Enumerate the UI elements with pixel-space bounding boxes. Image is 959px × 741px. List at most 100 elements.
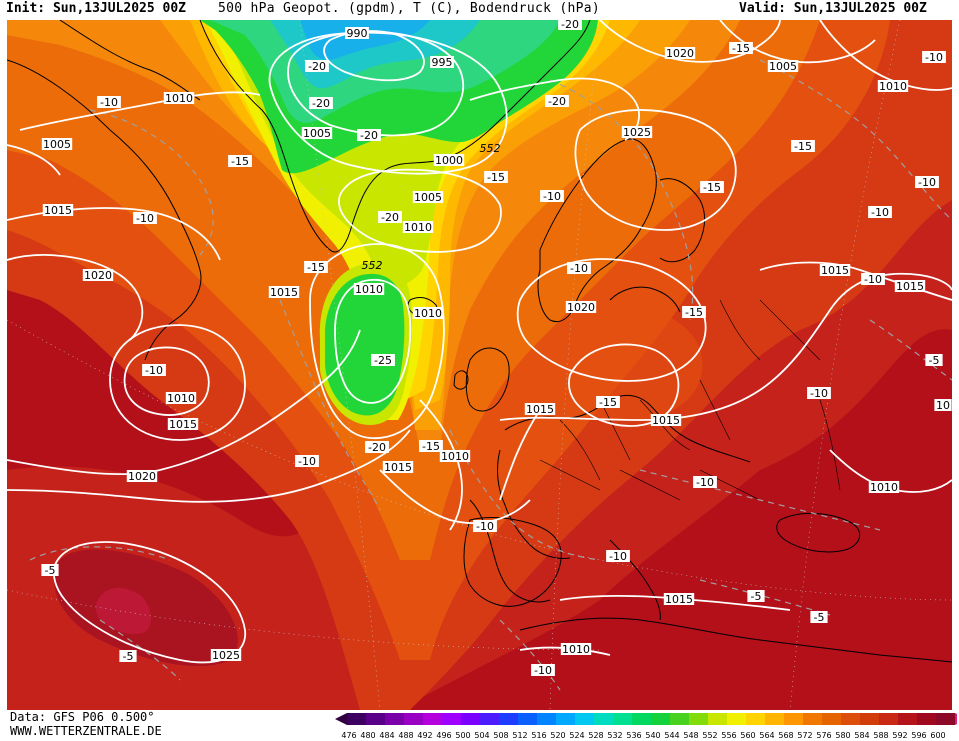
isobar-label: 1015: [896, 280, 924, 293]
isobar-label-box: [268, 286, 300, 298]
isobar-label: 1010: [562, 643, 590, 656]
isobar-label: 1020: [128, 470, 156, 483]
isotherm-label-box: [228, 155, 252, 167]
isotherm-label: 10: [936, 399, 950, 412]
geopot-labels: 552 552: [362, 142, 501, 272]
scale-label: 544: [664, 731, 679, 740]
isobar-label: 1015: [384, 461, 412, 474]
isotherm-label: -20: [548, 95, 566, 108]
isotherm-label-box: [357, 129, 381, 141]
isotherm-label: -10: [871, 206, 889, 219]
isotherm-label: -5: [45, 564, 56, 577]
isotherm-label-box: [596, 396, 620, 408]
isobar-label: 1020: [567, 301, 595, 314]
scale-cell: [499, 713, 518, 725]
scale-label: 572: [797, 731, 812, 740]
isobar-label: 990: [347, 27, 368, 40]
isobar-label-box: [165, 392, 197, 404]
scale-cell: [803, 713, 822, 725]
isobar-label-box: [210, 649, 242, 661]
isobar-label-box: [345, 27, 369, 39]
scale-cell: [784, 713, 803, 725]
scale-label: 492: [417, 731, 432, 740]
isotherm-label: -10: [570, 262, 588, 275]
isotherm-label-box: [473, 520, 497, 532]
isotherm-label: -20: [312, 97, 330, 110]
isotherm-label: -10: [918, 176, 936, 189]
scale-label: 536: [626, 731, 641, 740]
isobar-label: 1020: [666, 47, 694, 60]
scale-label: 592: [892, 731, 907, 740]
iberia-coast: [463, 517, 562, 607]
isobar-label-box: [163, 92, 195, 104]
scale-label: 504: [474, 731, 489, 740]
canada-coast: [7, 20, 202, 361]
isobar-label: 1015: [169, 418, 197, 431]
scale-label: 488: [398, 731, 413, 740]
isotherm-label-box: [915, 176, 939, 188]
isotherm-label-box: [807, 387, 831, 399]
scale-cell: [708, 713, 727, 725]
scale-cell: [651, 713, 670, 725]
scale-cell: [727, 713, 746, 725]
isobar-label: 1000: [435, 154, 463, 167]
weather-map[interactable]: -20 -20 -20 -20 -20 -15 -10 -10 -15 -15 -15 -15 -10 -…: [7, 20, 952, 710]
scale-label: 580: [835, 731, 850, 740]
scale-labels: 476 480 484 488 492 496 500 504 508 512 516 520 524 5…: [341, 731, 945, 740]
isotherm-label: -15: [703, 181, 721, 194]
isotherm-label: -5: [814, 611, 825, 624]
isotherm-label-box: [540, 190, 564, 202]
isobar-label: 1010: [167, 392, 195, 405]
isobar-label: 1010: [414, 307, 442, 320]
latlong-grid: [7, 20, 952, 710]
isotherm-label: -10: [543, 190, 561, 203]
isotherm-label-box: [365, 441, 389, 453]
isobar-label-box: [621, 126, 653, 138]
baltic-coast: [609, 286, 681, 313]
isotherm-label-box: [606, 550, 630, 562]
isotherm-label-box: [531, 664, 555, 676]
isobar-label-box: [353, 283, 385, 295]
scale-label: 516: [531, 731, 546, 740]
isotherm-label-box: [558, 20, 582, 30]
black-sea: [776, 512, 860, 553]
scale-label: 512: [512, 731, 527, 740]
scale-cell: [936, 713, 955, 725]
mediterranean-south: [519, 617, 952, 663]
isobar-label-box: [41, 138, 73, 150]
geopot-ridge-core: [95, 588, 152, 635]
isobar-label-box: [439, 450, 471, 462]
scale-cell: [879, 713, 898, 725]
scale-cell: [822, 713, 841, 725]
website-link[interactable]: WWW.WETTERZENTRALE.DE: [10, 724, 162, 738]
chart-title: 500 hPa Geopot. (gpdm), T (C), Bodendruc…: [218, 1, 600, 16]
isotherm-label-box: [545, 95, 569, 107]
isotherm-label-box: [729, 42, 753, 54]
isobar-1015-europe: [568, 343, 680, 427]
isotherm-label: -10: [925, 51, 943, 64]
data-source: Data: GFS P06 0.500°: [10, 710, 155, 724]
scale-arrow-right: [955, 713, 957, 725]
isotherm-label: -10: [810, 387, 828, 400]
isotherm-label: -10: [298, 455, 316, 468]
isotherm-label: -20: [561, 20, 579, 31]
scale-cell: [461, 713, 480, 725]
isobar-label: 1015: [652, 414, 680, 427]
geopot-label: 552: [362, 259, 383, 272]
isobar-label-box: [560, 643, 592, 655]
scale-cell: [765, 713, 784, 725]
isobar-label-box: [894, 280, 926, 292]
isobar-label: 1020: [84, 269, 112, 282]
scale-cell: [613, 713, 632, 725]
scale-cell: [480, 713, 499, 725]
isobar-label: 1025: [212, 649, 240, 662]
isotherm-label-box: [305, 60, 329, 72]
scale-cell: [917, 713, 936, 725]
scale-label: 556: [721, 731, 736, 740]
isobar-label: 1010: [870, 481, 898, 494]
scale-cell: [670, 713, 689, 725]
isobar-label-box: [877, 80, 909, 92]
chart-header: Init: Sun,13JUL2025 00Z 500 hPa Geopot. …: [0, 0, 959, 20]
isobar-label-box: [819, 264, 851, 276]
isotherm-label: -20: [308, 60, 326, 73]
